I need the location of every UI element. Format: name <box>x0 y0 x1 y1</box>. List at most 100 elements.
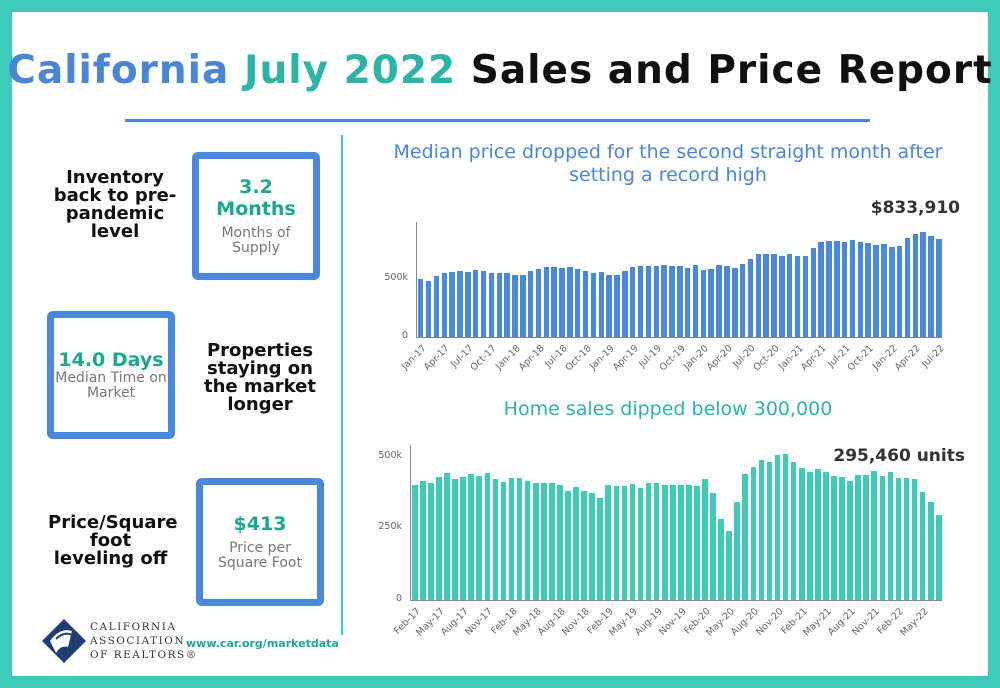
bar <box>802 255 809 337</box>
bar <box>758 459 765 600</box>
bar <box>669 265 675 337</box>
sales-chart-title: Home sales dipped below 300,000 <box>503 398 833 420</box>
bar <box>865 243 871 337</box>
bar <box>911 479 918 600</box>
stat-label: Months of Supply <box>221 225 291 256</box>
stat-value: $413 <box>233 513 287 535</box>
bar <box>645 482 652 600</box>
logo-line: OF REALTORS® <box>90 649 198 661</box>
bar <box>590 272 597 337</box>
bar <box>920 231 926 337</box>
bar <box>726 531 732 600</box>
bar <box>637 488 644 600</box>
y-axis <box>416 222 417 337</box>
column-divider <box>341 135 343 635</box>
bar <box>621 486 628 600</box>
bar <box>771 253 777 337</box>
bar <box>774 454 781 600</box>
bar <box>669 484 676 600</box>
page-title: California July 2022 Sales and Price Rep… <box>0 48 1000 93</box>
bar <box>606 274 612 337</box>
bar <box>457 270 463 337</box>
bar <box>686 485 692 600</box>
bar <box>449 271 455 337</box>
bar <box>887 472 894 600</box>
bar <box>508 478 515 600</box>
stat-value: 14.0 Days <box>58 349 164 371</box>
bar <box>710 493 716 600</box>
stat-label: Price per Square Foot <box>218 540 302 571</box>
price-chart-annotation: $833,910 <box>870 198 960 218</box>
bar <box>512 275 518 337</box>
logo-line: ASSOCIATION <box>90 635 186 647</box>
bar <box>895 478 902 600</box>
bar <box>700 270 707 337</box>
bar <box>692 265 699 337</box>
x-axis <box>410 600 942 601</box>
stat-caption-inventory: Inventory back to pre-pandemic level <box>53 167 177 242</box>
bar <box>543 266 550 337</box>
car-logo-text: CALIFORNIA ASSOCIATION OF REALTORS® <box>90 620 198 662</box>
y-tick-label: 500k <box>384 271 408 283</box>
bar <box>614 274 620 337</box>
bar <box>605 485 612 600</box>
bar <box>702 479 708 600</box>
bar <box>732 267 738 337</box>
bar <box>598 272 605 337</box>
y-tick-label: 250k <box>378 521 402 533</box>
bar <box>557 485 563 600</box>
bar <box>873 245 879 337</box>
bar <box>927 501 934 600</box>
bar <box>928 236 934 337</box>
bar <box>460 477 466 600</box>
bar <box>520 275 526 337</box>
bar <box>716 265 722 337</box>
stat-label: Median Time on Market <box>55 370 167 401</box>
bar <box>863 475 870 600</box>
bar <box>524 480 531 600</box>
bar <box>496 272 502 337</box>
title-date: July 2022 <box>243 48 457 93</box>
bar <box>418 278 424 337</box>
bar <box>567 267 573 337</box>
bar <box>476 476 483 600</box>
bar <box>637 265 644 337</box>
bar <box>565 490 571 600</box>
bar <box>839 477 845 600</box>
bar <box>718 519 724 600</box>
bar <box>724 265 730 337</box>
bar <box>831 475 837 600</box>
bar <box>742 474 749 600</box>
bar <box>935 515 942 600</box>
bar <box>755 254 762 337</box>
bar <box>488 273 495 337</box>
bar <box>622 270 628 337</box>
bar <box>532 482 539 600</box>
bar <box>436 477 442 600</box>
bar <box>444 473 450 600</box>
bar <box>889 246 895 337</box>
bar <box>645 265 652 337</box>
bar <box>826 241 832 337</box>
bar <box>629 266 636 337</box>
title-rest: Sales and Price Report <box>470 48 993 93</box>
bar <box>661 484 668 600</box>
bar <box>540 482 547 600</box>
market-data-link[interactable]: www.car.org/marketdata <box>186 637 339 650</box>
bar <box>849 240 856 337</box>
bar <box>708 269 714 337</box>
bar <box>750 467 757 600</box>
bar <box>857 242 864 337</box>
bar <box>629 483 636 600</box>
bar <box>575 269 581 337</box>
bar <box>879 476 886 600</box>
y-tick-label: 500k <box>378 449 402 461</box>
bar <box>904 237 911 337</box>
bar <box>492 479 499 600</box>
bar <box>766 461 773 600</box>
bar <box>661 265 667 337</box>
price-chart-title: Median price dropped for the second stra… <box>393 141 943 186</box>
bar <box>425 280 432 337</box>
y-axis <box>410 445 411 600</box>
stat-caption-price-sqft: Price/Square foot leveling off <box>48 512 178 569</box>
